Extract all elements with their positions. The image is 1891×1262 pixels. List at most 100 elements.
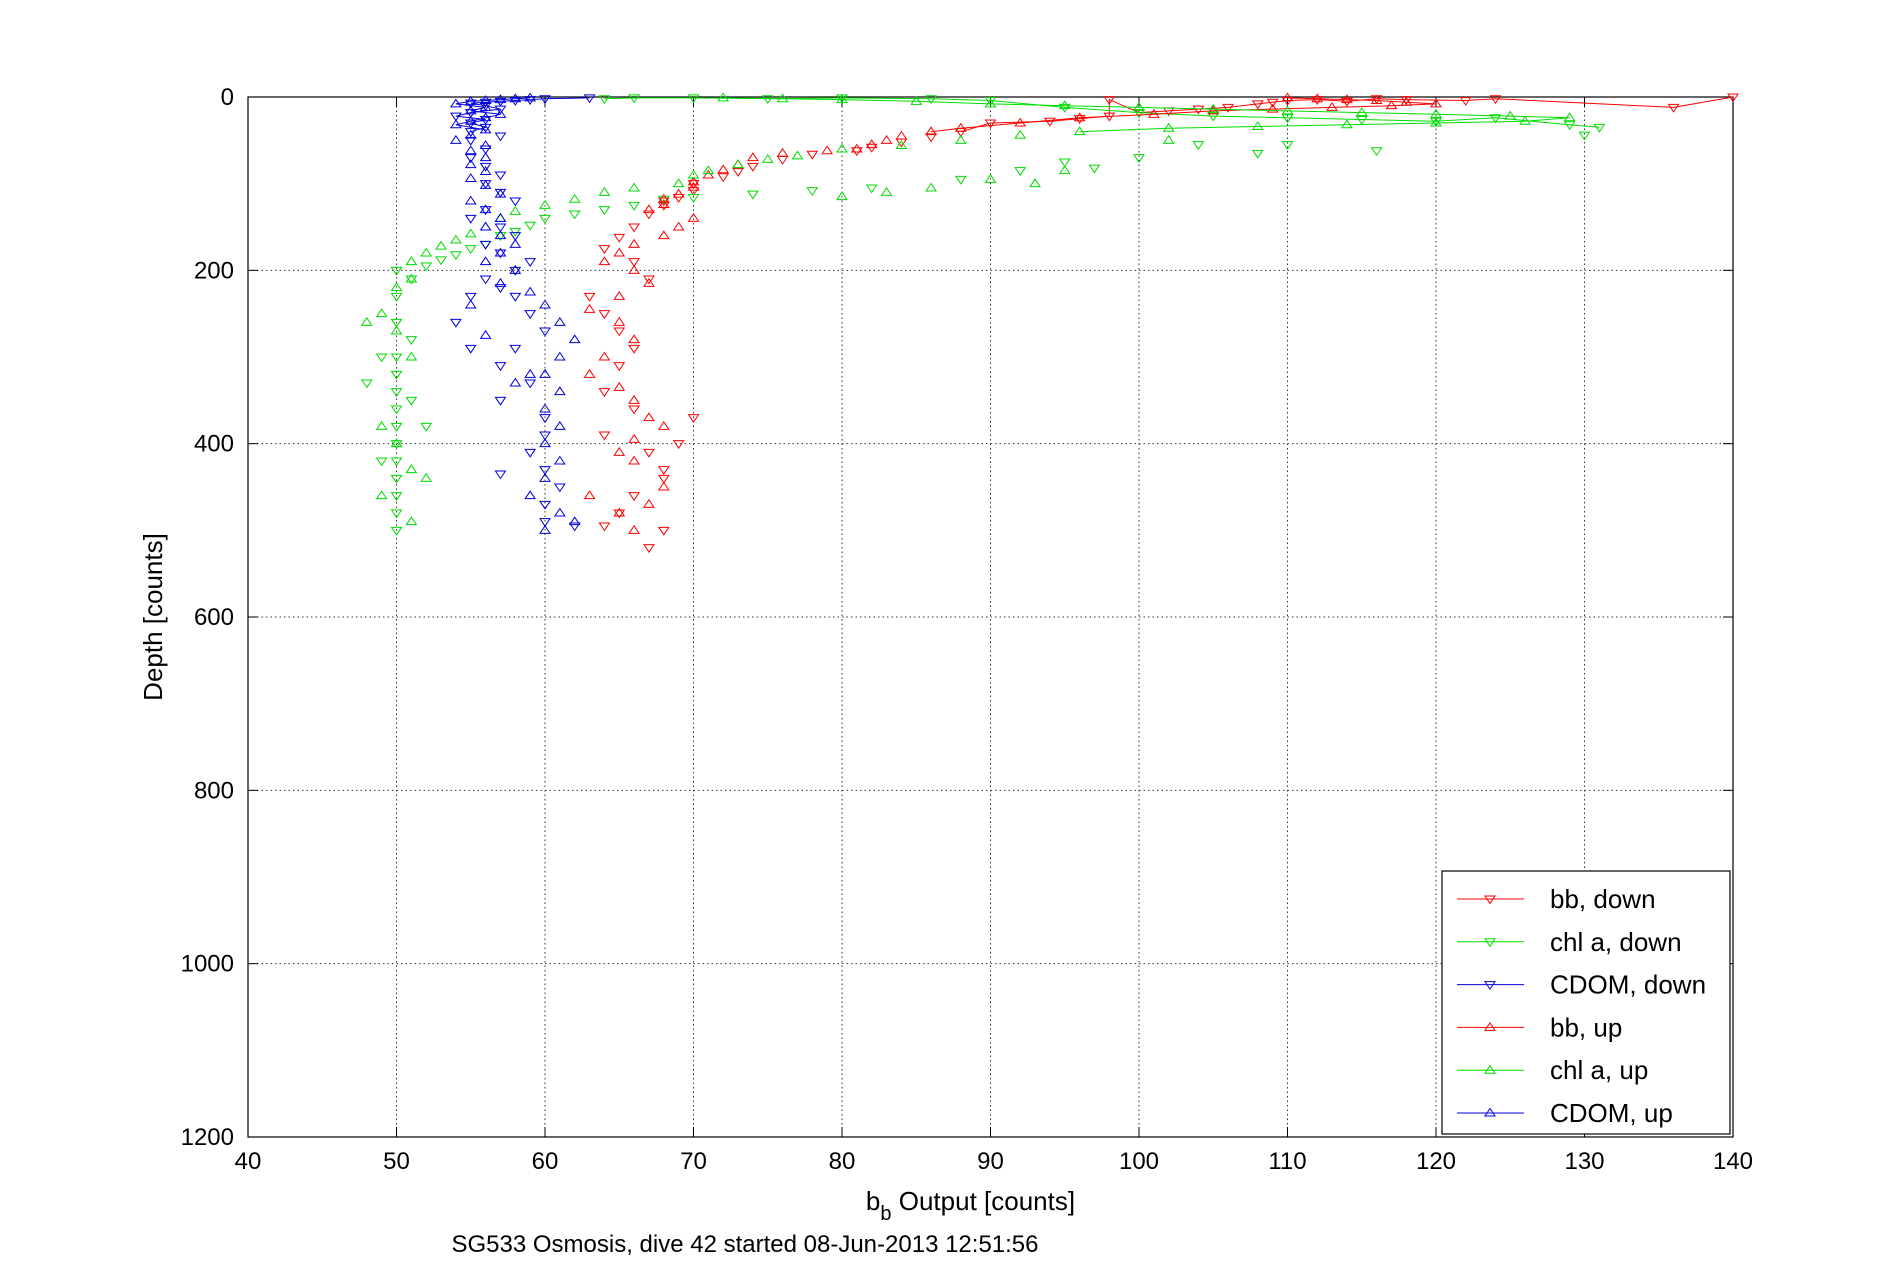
data-point xyxy=(850,143,863,153)
legend-label: chl a, up xyxy=(1550,1055,1648,1085)
data-point xyxy=(821,145,834,155)
data-point xyxy=(643,448,655,458)
data-point xyxy=(628,344,641,354)
data-point xyxy=(628,524,641,534)
data-point xyxy=(494,284,507,294)
data-point xyxy=(524,448,537,458)
data-point xyxy=(1311,96,1324,106)
data-point xyxy=(1459,96,1472,106)
series-connector-line xyxy=(455,97,531,131)
data-point xyxy=(464,129,477,139)
x-tick-label: 40 xyxy=(235,1148,262,1175)
data-point xyxy=(613,362,626,372)
x-tick-label: 80 xyxy=(829,1148,856,1175)
data-point xyxy=(553,455,566,465)
data-point xyxy=(687,414,700,424)
data-point xyxy=(806,187,819,197)
data-point xyxy=(524,490,537,500)
figure-caption: SG533 Osmosis, dive 42 started 08-Jun-20… xyxy=(451,1231,1038,1258)
data-point xyxy=(687,212,700,222)
data-point xyxy=(776,147,789,157)
data-point xyxy=(1400,96,1413,106)
x-tick-label: 130 xyxy=(1564,1148,1604,1175)
data-point xyxy=(1355,107,1368,117)
data-point xyxy=(865,184,878,194)
data-point xyxy=(628,334,641,344)
data-point xyxy=(717,173,730,183)
data-point xyxy=(509,96,522,106)
data-point xyxy=(628,455,641,465)
data-point xyxy=(657,474,670,484)
data-point xyxy=(1385,100,1398,110)
legend-item: chl a, down xyxy=(1457,927,1682,957)
data-point xyxy=(539,95,551,105)
data-point xyxy=(360,316,373,326)
data-point xyxy=(1430,98,1442,108)
data-point xyxy=(746,162,759,172)
data-point xyxy=(553,351,566,361)
data-point xyxy=(1014,129,1027,139)
data-point xyxy=(1058,103,1071,113)
data-point xyxy=(657,230,670,240)
data-point xyxy=(420,472,433,482)
data-point xyxy=(390,353,403,363)
data-point xyxy=(598,245,611,255)
data-point xyxy=(390,388,403,398)
data-point xyxy=(405,351,418,361)
data-point xyxy=(598,95,611,105)
legend-marker xyxy=(1484,1064,1496,1074)
data-point xyxy=(568,334,581,344)
data-point xyxy=(1340,94,1353,104)
data-point xyxy=(1266,103,1279,113)
data-point xyxy=(405,275,418,285)
data-point xyxy=(1563,112,1576,122)
data-point xyxy=(1251,149,1264,159)
data-point xyxy=(687,94,700,104)
data-point xyxy=(583,490,596,500)
data-point xyxy=(1058,158,1071,168)
x-tick-label: 120 xyxy=(1416,1148,1456,1175)
data-point xyxy=(479,162,492,172)
data-point xyxy=(1207,112,1220,122)
data-point xyxy=(1355,116,1368,125)
data-point xyxy=(1400,96,1413,106)
data-point xyxy=(880,186,893,196)
tick-layer: 40 50 60 70 80 90 100 110 120 130 140 0 200 400 600 800… xyxy=(181,84,1753,1175)
data-point xyxy=(1251,121,1264,130)
data-point xyxy=(539,199,551,209)
series-cdom-up xyxy=(449,92,581,534)
data-point xyxy=(494,105,507,115)
data-point xyxy=(643,544,655,554)
data-point xyxy=(1578,131,1591,141)
data-point xyxy=(984,98,997,108)
data-point xyxy=(464,245,477,255)
data-point xyxy=(479,166,492,176)
data-point xyxy=(628,405,641,415)
data-point xyxy=(539,403,551,413)
data-point xyxy=(464,95,477,105)
data-point xyxy=(494,277,507,287)
data-point xyxy=(613,290,626,300)
data-point xyxy=(494,132,507,142)
x-axis-label-rest: Output [counts] xyxy=(892,1186,1076,1216)
data-point xyxy=(568,516,581,526)
data-point xyxy=(628,492,641,502)
legend-label: bb, down xyxy=(1550,884,1656,914)
data-point xyxy=(390,474,403,484)
data-point xyxy=(494,223,507,233)
data-point xyxy=(524,368,537,378)
data-point xyxy=(479,240,492,250)
data-point xyxy=(657,420,670,430)
data-point xyxy=(732,159,744,169)
data-point xyxy=(464,173,477,182)
data-point xyxy=(1593,123,1606,133)
data-point xyxy=(613,233,626,243)
data-point xyxy=(524,92,537,102)
legend-marker xyxy=(1484,1107,1496,1117)
data-point xyxy=(657,195,670,205)
data-point xyxy=(628,182,641,192)
series-connector-line xyxy=(723,97,1570,133)
data-point xyxy=(449,112,462,122)
data-point xyxy=(895,130,908,140)
